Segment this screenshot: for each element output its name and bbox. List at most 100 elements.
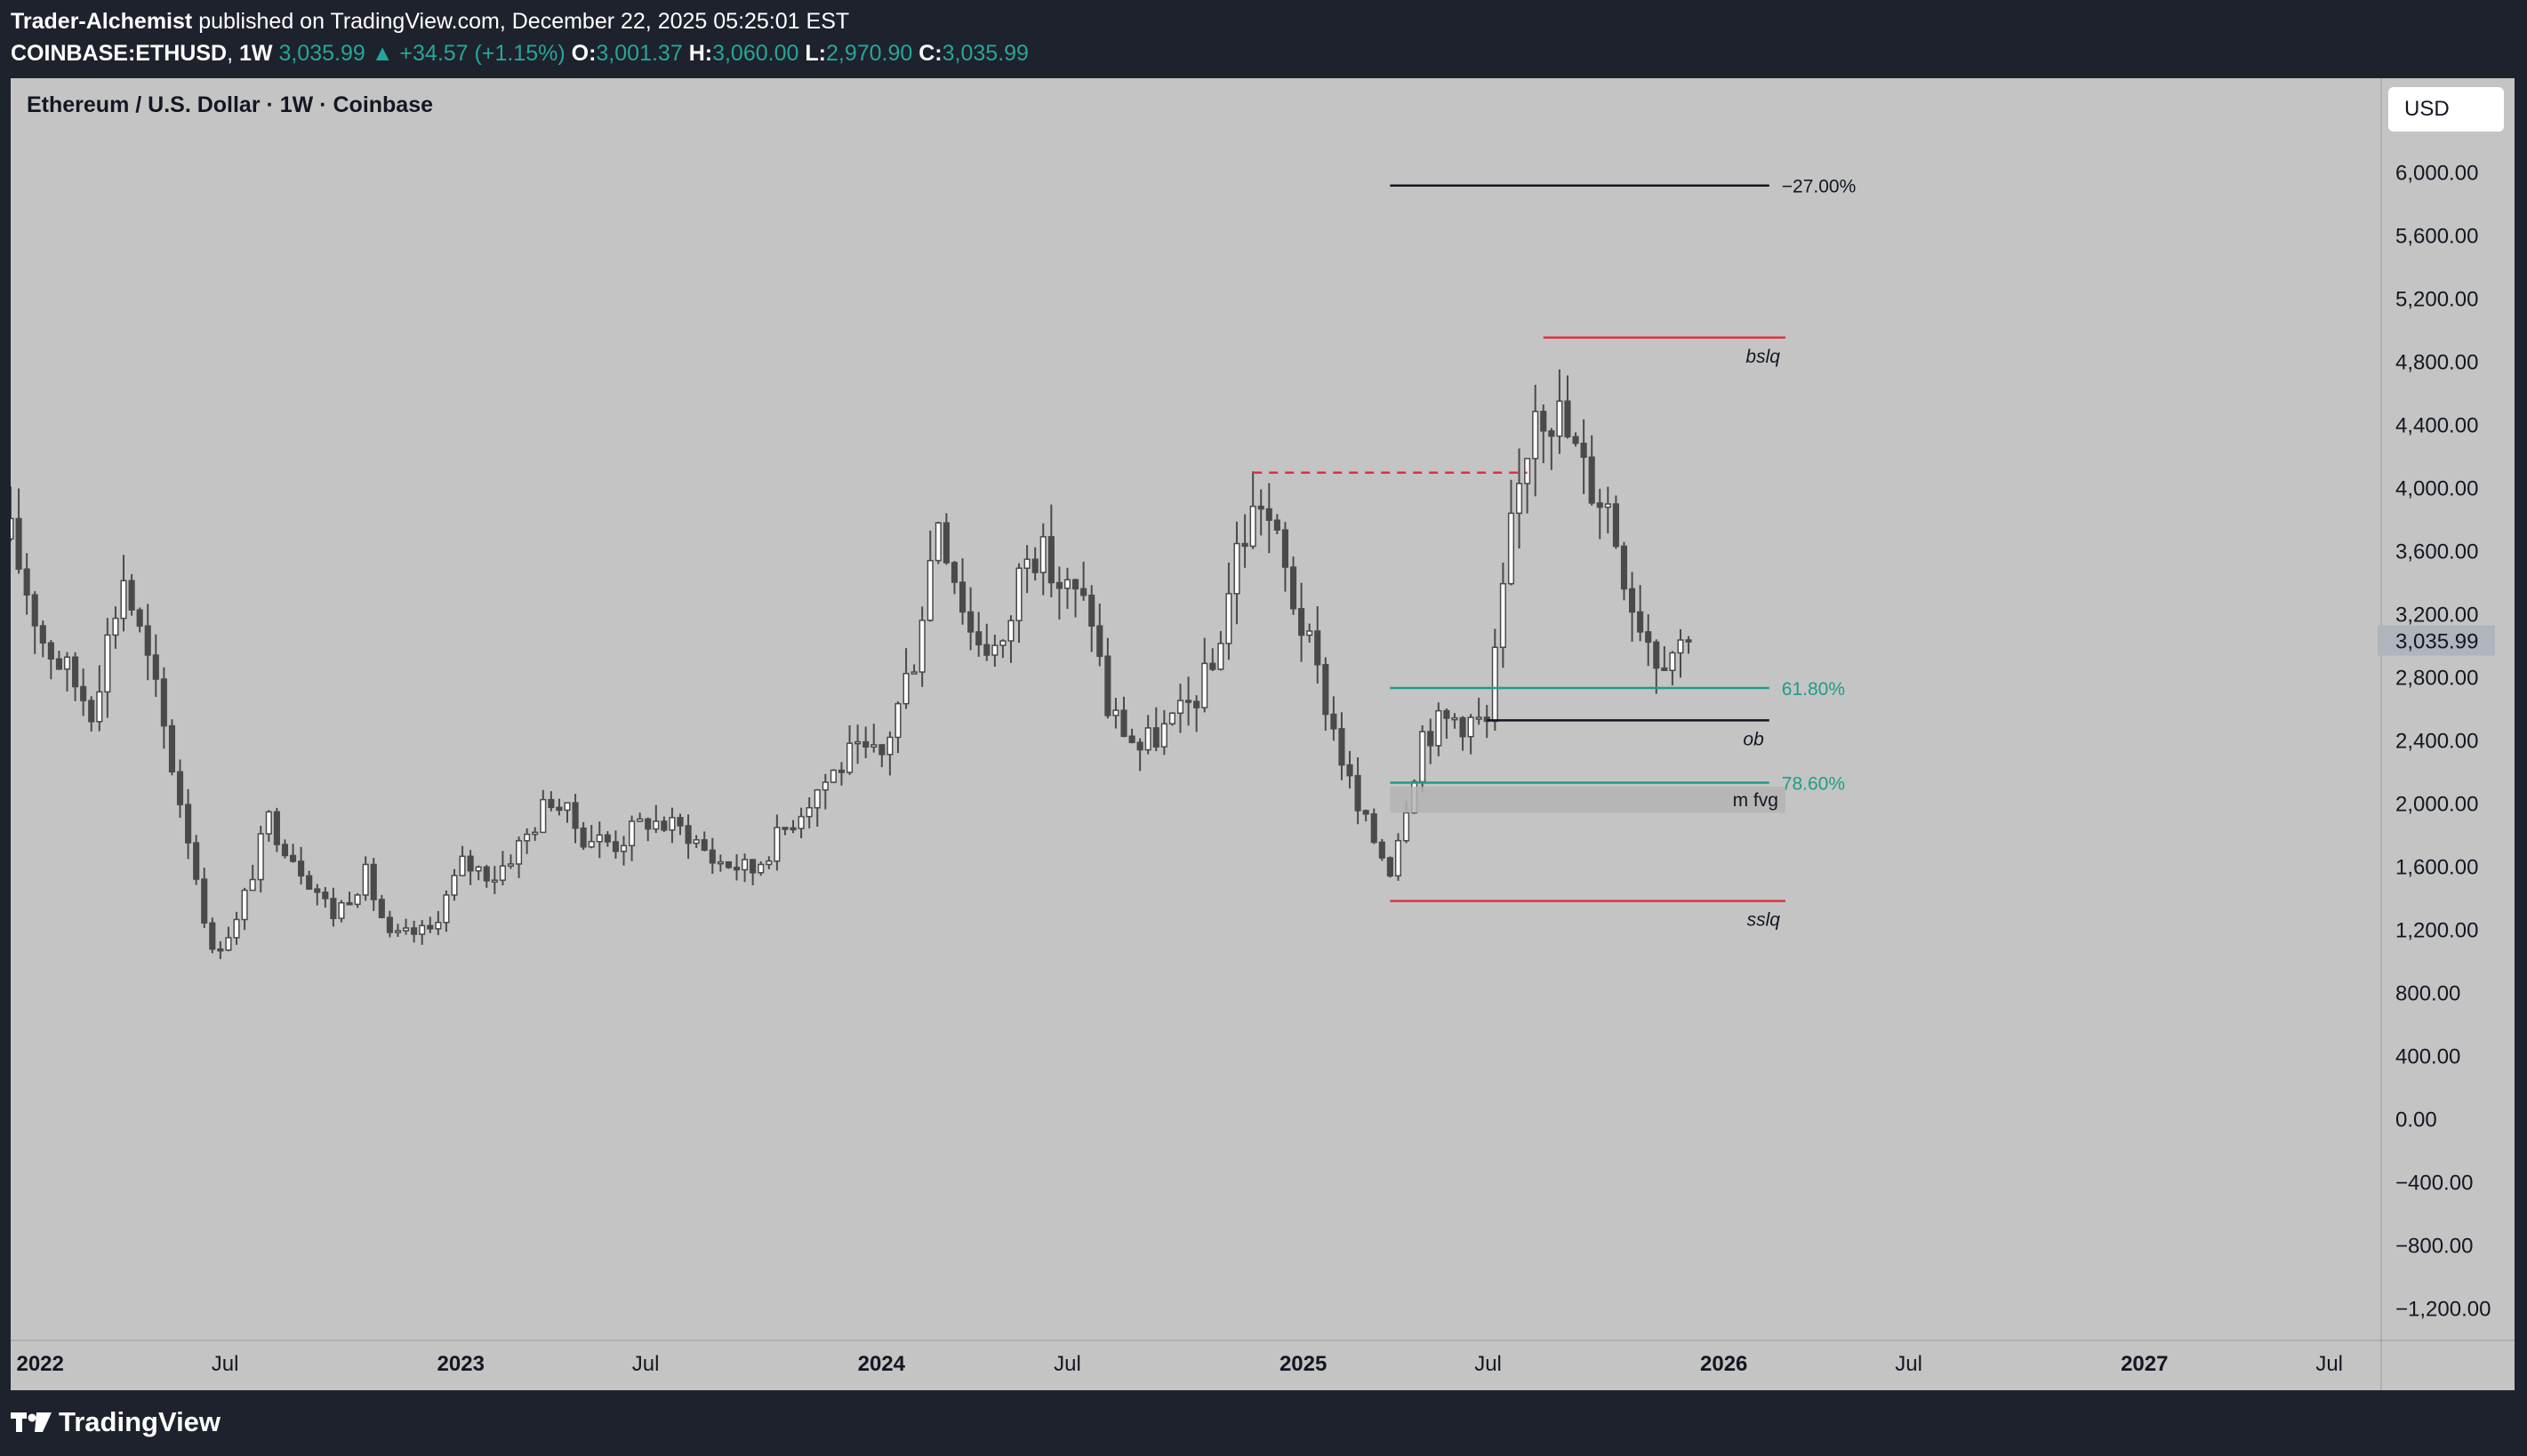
candle-body	[1677, 639, 1684, 654]
candle-body	[572, 802, 579, 829]
y-tick-label: 4,000.00	[2395, 477, 2478, 501]
candle-body	[693, 839, 700, 844]
candle-body	[1419, 731, 1426, 783]
candle-body	[878, 744, 886, 756]
candle-body	[483, 866, 490, 882]
candle-body	[225, 937, 232, 951]
candle-body	[1209, 662, 1216, 670]
change-arrow-icon: ▲	[371, 41, 394, 66]
candle-body	[959, 581, 967, 613]
candle-body	[1515, 483, 1523, 515]
y-tick-label: 3,200.00	[2395, 604, 2478, 628]
y-tick-label: 2,800.00	[2395, 667, 2478, 691]
candle-body	[1031, 558, 1039, 573]
candle-body	[532, 831, 539, 836]
candle-body	[1023, 558, 1031, 569]
candle-body	[580, 827, 587, 848]
last-price: 3,035.99	[278, 41, 365, 66]
candle-body	[645, 818, 652, 830]
candle-body	[838, 769, 846, 773]
candle-body	[144, 625, 151, 656]
candle-body	[11, 517, 14, 540]
candle-body	[257, 833, 264, 881]
x-tick-label: Jul	[1895, 1352, 1922, 1376]
candle-body	[556, 806, 563, 812]
high-label: H:	[688, 41, 713, 66]
close-value: 3,035.99	[942, 41, 1029, 66]
candle-body	[1459, 716, 1466, 738]
candle-body	[507, 863, 515, 867]
candle-body	[354, 894, 361, 906]
candle-body	[1015, 567, 1023, 621]
interval[interactable]: 1W	[238, 41, 273, 66]
candle-body	[435, 922, 442, 930]
candle-body	[1176, 700, 1184, 715]
candle-body	[322, 892, 329, 900]
y-tick-label: 800.00	[2395, 982, 2460, 1006]
candle-body	[1475, 716, 1482, 720]
candle-body	[935, 522, 942, 562]
candle-body	[1217, 643, 1224, 670]
candle-body	[886, 736, 894, 756]
price-chart[interactable]: 6,400.006,000.005,600.005,200.004,800.00…	[11, 78, 2515, 1390]
symbol-name[interactable]: COINBASE:ETHUSD	[11, 41, 228, 66]
candle-body	[112, 617, 119, 636]
candle-body	[1604, 503, 1611, 508]
candle-body	[39, 625, 46, 644]
candle-body	[1491, 646, 1498, 723]
candle-body	[411, 927, 418, 935]
candle-body	[475, 866, 482, 872]
candle-body	[951, 562, 959, 583]
candle-body	[548, 798, 555, 809]
candle-body	[1645, 631, 1652, 644]
candle-body	[193, 842, 200, 880]
candle-body	[96, 691, 103, 723]
y-tick-label: 6,000.00	[2395, 162, 2478, 186]
chart-area[interactable]: 6,400.006,000.005,600.005,200.004,800.00…	[11, 78, 2515, 1390]
candle-body	[1063, 579, 1071, 589]
candle-body	[774, 827, 781, 862]
candle-body	[766, 860, 773, 866]
candles	[11, 369, 1692, 959]
ohlc-legend: COINBASE:ETHUSD, 1W 3,035.99 ▲ +34.57 (+…	[11, 41, 1029, 66]
y-tick-label: 400.00	[2395, 1045, 2460, 1069]
currency-button[interactable]: USD	[2388, 87, 2504, 132]
candle-body	[524, 833, 531, 842]
publish-date: published on TradingView.com, December 2…	[192, 9, 850, 34]
candle-body	[1330, 713, 1337, 730]
candle-body	[1556, 400, 1563, 437]
tradingview-logo-icon	[11, 1412, 52, 1432]
y-tick-label: 4,800.00	[2395, 351, 2478, 375]
candle-body	[1346, 764, 1353, 777]
candle-body	[822, 781, 829, 791]
candle-body	[1144, 727, 1151, 751]
candle-body	[467, 855, 474, 872]
candle-body	[1225, 593, 1232, 644]
candle-body	[209, 922, 216, 950]
candle-body	[1370, 813, 1377, 844]
candle-body	[15, 517, 22, 570]
author-name[interactable]: Trader-Alchemist	[11, 9, 193, 34]
candle-body	[1427, 731, 1434, 747]
candle-body	[782, 827, 789, 830]
candle-body	[1572, 436, 1579, 444]
candle-body	[983, 644, 991, 656]
candle-body	[314, 888, 321, 893]
candle-body	[967, 611, 975, 633]
fvg-zone	[1390, 786, 1785, 813]
candle-body	[1596, 502, 1603, 508]
candle-body	[1532, 411, 1539, 460]
candle-body	[1257, 505, 1264, 510]
x-tick-label: 2025	[1280, 1352, 1327, 1376]
candle-body	[733, 867, 741, 871]
candle-body	[1168, 712, 1175, 725]
tradingview-logo[interactable]: TradingView	[11, 1406, 221, 1438]
candle-body	[1394, 839, 1402, 877]
candle-body	[1055, 581, 1063, 589]
candle-body	[854, 740, 862, 745]
candle-body	[806, 806, 813, 818]
candle-body	[1354, 774, 1361, 812]
low-label: L:	[805, 41, 826, 66]
candle-body	[273, 811, 280, 845]
candle-body	[306, 875, 313, 890]
